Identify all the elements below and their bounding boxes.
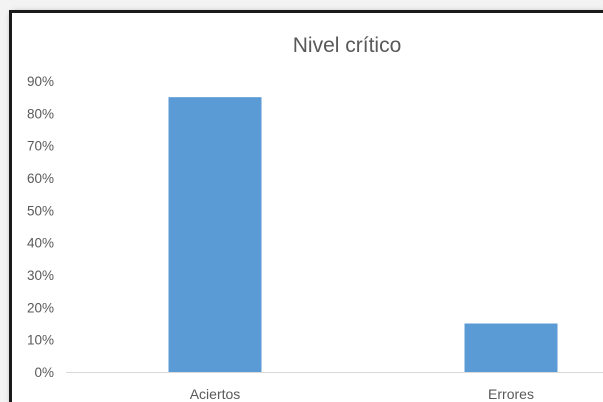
y-tick-label: 30% <box>27 268 54 283</box>
y-tick-label: 0% <box>34 365 54 380</box>
y-tick-label: 10% <box>27 333 54 348</box>
bar-errores <box>464 323 558 372</box>
y-tick-label: 90% <box>27 74 54 89</box>
y-axis: 0% 10% 20% 30% 40% 50% 60% 70% 80% 90% <box>27 74 54 380</box>
x-axis: Aciertos Errores <box>190 386 534 402</box>
y-tick-label: 70% <box>27 139 54 154</box>
chart-title: Nivel crítico <box>293 34 402 57</box>
x-tick-label: Errores <box>488 386 534 402</box>
y-tick-label: 80% <box>27 106 54 121</box>
bars <box>168 97 558 373</box>
bar-aciertos <box>168 97 262 373</box>
x-tick-label: Aciertos <box>190 386 241 402</box>
y-tick-label: 40% <box>27 236 54 251</box>
y-tick-label: 60% <box>27 171 54 186</box>
y-tick-label: 20% <box>27 300 54 315</box>
y-tick-label: 50% <box>27 203 54 218</box>
